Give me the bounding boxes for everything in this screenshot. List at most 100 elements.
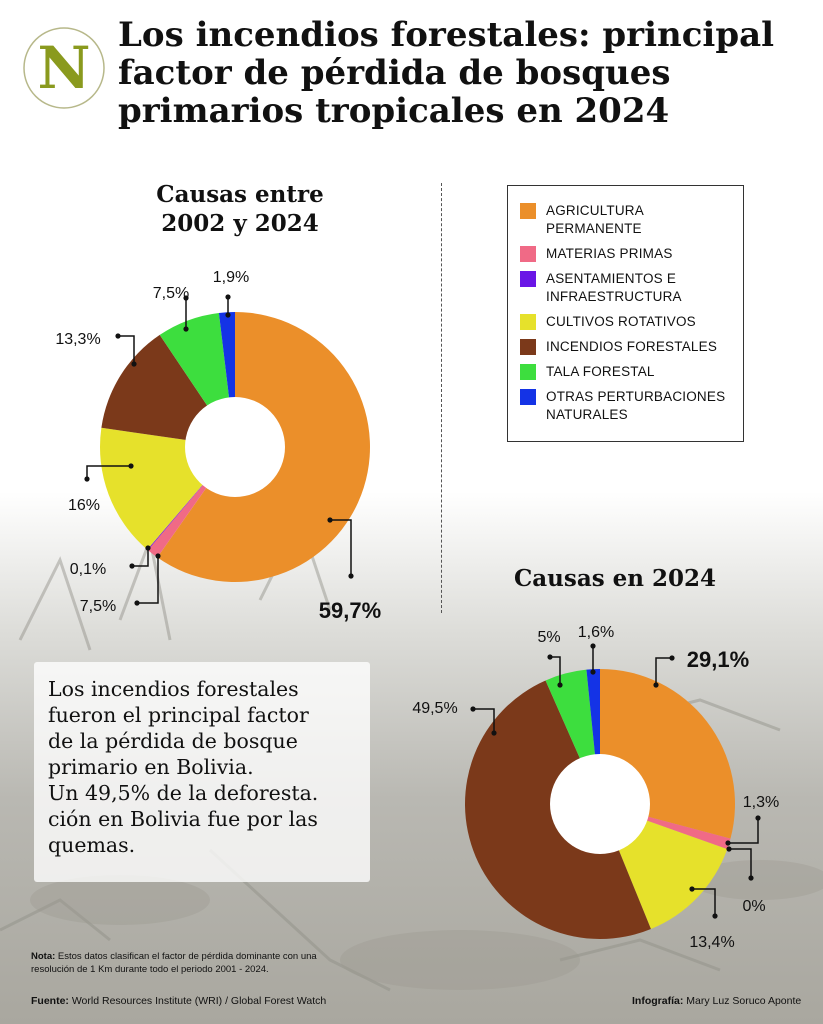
legend-label: Asentamientos e infraestructura — [546, 271, 682, 304]
data-label: 13,4% — [689, 934, 734, 951]
legend-swatch — [520, 364, 536, 380]
leader-dot — [183, 326, 189, 332]
data-label: 0,1% — [70, 561, 106, 578]
legend-item: Otras perturbaciones naturales — [520, 388, 733, 424]
page-title: Los incendios forestales: principal fact… — [118, 16, 808, 130]
leader-line — [118, 335, 135, 364]
leader-dot — [145, 545, 151, 551]
legend-label: Materias primas — [546, 246, 673, 261]
data-label: 13,3% — [55, 331, 100, 348]
title-line: factor de pérdida de bosques — [118, 53, 671, 93]
data-label: 1,3% — [743, 794, 779, 811]
donut-hole — [550, 754, 650, 854]
leader-dot — [755, 815, 761, 821]
chart-legend: Agricultura permanente Materias primas Ase… — [507, 185, 744, 442]
legend-label: Tala forestal — [546, 364, 655, 379]
leader-dot — [84, 476, 90, 482]
leader-line — [729, 848, 752, 878]
legend-item: Materias primas — [520, 245, 733, 263]
summary-line: ción en Bolivia fue por las — [48, 807, 318, 831]
leader-dot — [712, 913, 718, 919]
leader-dot — [689, 886, 695, 892]
title-line: Los incendios forestales: principal — [118, 15, 775, 55]
legend-swatch — [520, 314, 536, 330]
data-label: 59,7% — [319, 598, 381, 623]
leader-dot — [225, 294, 231, 300]
summary-line: Los incendios forestales — [48, 677, 299, 701]
summary-textbox: Los incendios forestales fueron el princ… — [34, 662, 370, 882]
data-label: 1,6% — [578, 624, 614, 641]
legend-label: Incendios forestales — [546, 339, 718, 354]
column-divider — [441, 183, 442, 613]
donut-chart-1: 59,7% 7,5% 0,1% 16% 13,3% 7,5% 1,9% — [55, 269, 381, 623]
summary-line: Un 49,5% de la deforesta. — [48, 781, 319, 805]
legend-item: Tala forestal — [520, 363, 733, 381]
leader-dot — [547, 654, 553, 660]
donut-chart-2: 29,1% 1,3% 0% 13,4% 49,5% 5% 1,6% — [412, 624, 779, 951]
data-label: 29,1% — [687, 647, 749, 672]
leader-dot — [134, 600, 140, 606]
summary-line: primario en Bolivia. — [48, 755, 254, 779]
leader-line — [132, 548, 149, 567]
donut-hole — [185, 397, 285, 497]
leader-line — [473, 708, 495, 733]
leader-dot — [131, 361, 137, 367]
data-label: 16% — [68, 497, 100, 514]
legend-item: Cultivos rotativos — [520, 313, 733, 331]
legend-swatch — [520, 389, 536, 405]
leader-line — [137, 556, 159, 604]
credit-line: Infografía: Mary Luz Soruco Aponte — [632, 995, 802, 1007]
leader-line — [330, 519, 352, 576]
legend-swatch — [520, 339, 536, 355]
summary-line: quemas. — [48, 833, 136, 857]
leader-dot — [327, 517, 333, 523]
data-label: 1,9% — [213, 269, 249, 286]
legend-label: Agricultura permanente — [546, 203, 644, 236]
title-line: primarios tropicales en 2024 — [118, 91, 670, 131]
leader-dot — [653, 682, 659, 688]
data-label: 7,5% — [153, 285, 189, 302]
data-label: 5% — [537, 629, 560, 646]
leader-dot — [155, 553, 161, 559]
footnote: Nota: Estos datos clasifican el factor d… — [31, 951, 317, 975]
leader-line — [655, 657, 672, 685]
leader-dot — [129, 563, 135, 569]
summary-line: de la pérdida de bosque — [48, 729, 298, 753]
leader-line — [692, 888, 716, 916]
leader-dot — [115, 333, 121, 339]
logo-n: N — [23, 27, 105, 109]
chart1-title: Causas entre 2002 y 2024 — [156, 181, 324, 237]
legend-swatch — [520, 203, 536, 219]
legend-item: Asentamientos e infraestructura — [520, 270, 733, 306]
leader-line — [728, 818, 759, 844]
leader-line — [550, 656, 561, 685]
legend-label: Cultivos rotativos — [546, 314, 696, 329]
leader-dot — [225, 312, 231, 318]
data-label: 49,5% — [412, 700, 457, 717]
logo-letter: N — [37, 34, 90, 102]
leader-dot — [590, 643, 596, 649]
leader-dot — [183, 295, 189, 301]
leader-dot — [348, 573, 354, 579]
leader-dot — [590, 669, 596, 675]
source-line: Fuente: World Resources Institute (WRI) … — [31, 995, 327, 1007]
chart2-title: Causas en 2024 — [513, 565, 717, 592]
leader-dot — [557, 682, 563, 688]
data-label: 0% — [742, 898, 765, 915]
data-label: 7,5% — [80, 598, 116, 615]
leader-dot — [669, 655, 675, 661]
summary-line: fueron el principal factor — [48, 703, 309, 727]
legend-item: Incendios forestales — [520, 338, 733, 356]
leader-dot — [725, 840, 731, 846]
leader-dot — [748, 875, 754, 881]
leader-dot — [726, 846, 732, 852]
leader-dot — [470, 706, 476, 712]
legend-label: Otras perturbaciones naturales — [546, 389, 726, 422]
leader-dot — [128, 463, 134, 469]
leader-dot — [491, 730, 497, 736]
legend-swatch — [520, 246, 536, 262]
leader-line — [86, 465, 131, 479]
legend-swatch — [520, 271, 536, 287]
legend-item: Agricultura permanente — [520, 202, 733, 238]
